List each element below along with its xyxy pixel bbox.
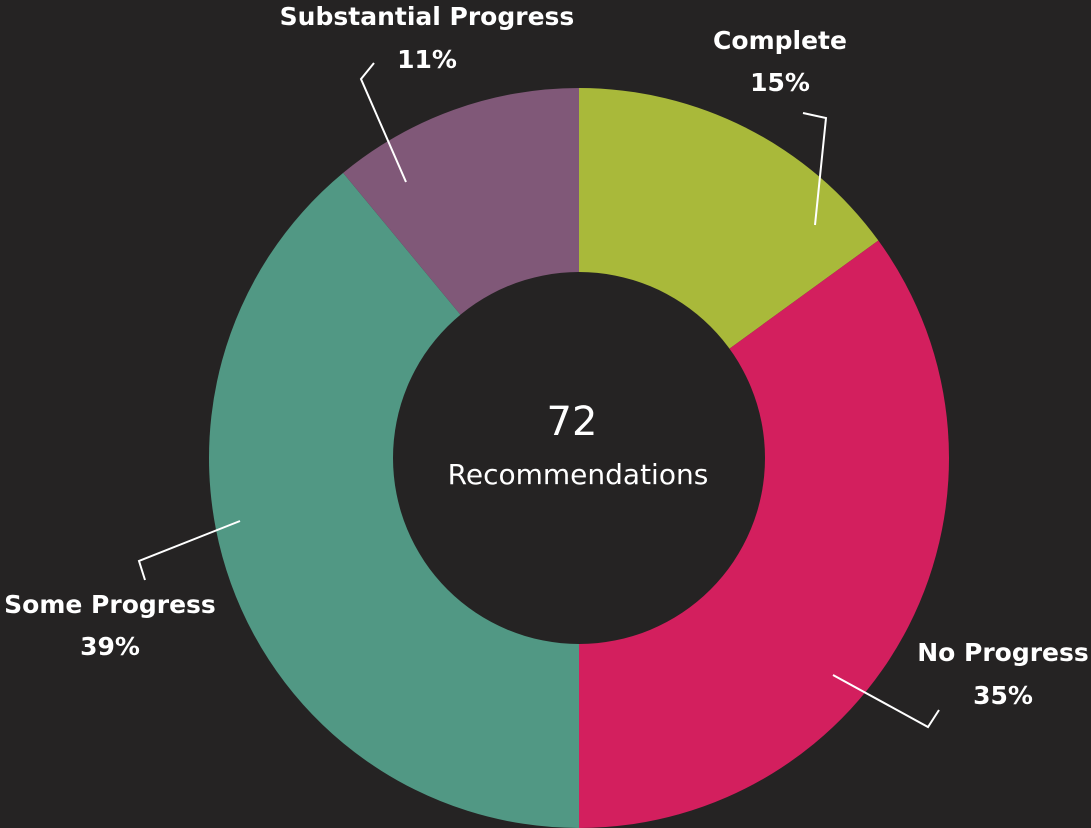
leader-line [359,62,407,183]
leader-line [137,520,241,581]
slice-value-label: 11% [397,45,457,74]
slice-value-label: 35% [973,681,1033,710]
slice-value-label: 39% [80,632,140,661]
donut-hole [393,272,765,644]
slice [209,172,580,828]
slice-label: Substantial Progress [280,2,575,31]
center-value: 72 [547,399,598,445]
slice [579,240,950,828]
leader-line [802,112,828,226]
center-label: Recommendations [448,458,709,491]
slice-label: Complete [713,26,847,55]
slice-label: Some Progress [4,590,216,619]
slice-value-label: 15% [750,68,810,97]
slice-label: No Progress [917,638,1089,667]
leader-line [832,674,940,729]
